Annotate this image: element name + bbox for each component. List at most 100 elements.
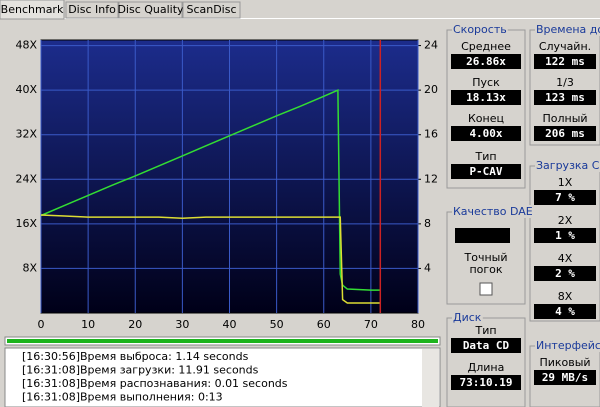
value-box xyxy=(534,90,596,105)
field-value: 123 ms xyxy=(545,91,585,104)
x-tick-label: 30 xyxy=(175,318,189,331)
y2-tick-label: 12 xyxy=(424,172,438,185)
tab-label: Disc Info xyxy=(68,3,116,16)
field-value: Data CD xyxy=(463,339,510,352)
field-label: Среднее xyxy=(461,40,511,53)
field-value: 122 ms xyxy=(545,55,585,68)
log-time: [16:31:08] xyxy=(22,377,80,390)
y2-tick-label: 8 xyxy=(424,217,431,230)
group-title: Скорость xyxy=(453,23,507,36)
dae-box xyxy=(455,228,510,243)
group-title: Времена дост xyxy=(536,23,600,36)
progress-fill xyxy=(7,339,438,343)
log-text: Время загрузки: 11.91 seconds xyxy=(80,364,259,377)
log-time: [16:31:08] xyxy=(22,364,80,377)
field-value: 4.00x xyxy=(469,127,502,140)
value-box xyxy=(534,370,596,385)
field-label: 1X xyxy=(558,176,573,189)
tab-label: ScanDisc xyxy=(186,3,236,16)
field-label: Случайн. xyxy=(539,40,591,53)
y2-tick-label: 24 xyxy=(424,39,438,52)
title-bg xyxy=(535,23,600,36)
field-label: 1/3 xyxy=(556,76,574,89)
tab-label: Benchmark xyxy=(1,3,64,16)
tab-line xyxy=(0,18,600,19)
log-text: Время распознавания: 0.01 seconds xyxy=(80,377,288,390)
value-box xyxy=(534,228,596,243)
title-bg xyxy=(452,311,483,324)
value-box xyxy=(451,338,521,353)
value-box xyxy=(451,126,521,141)
tab[interactable] xyxy=(182,1,241,19)
field-label: Длина xyxy=(468,361,505,374)
value-box xyxy=(534,304,596,319)
field-label: Тип xyxy=(474,150,496,163)
x-tick-label: 10 xyxy=(81,318,95,331)
value-box xyxy=(451,164,521,179)
field-label: Полный xyxy=(542,112,587,125)
title-bg xyxy=(535,159,600,172)
value-box xyxy=(451,375,521,390)
field-label: 8X xyxy=(558,290,573,303)
scrollbar[interactable] xyxy=(422,349,439,407)
value-box xyxy=(451,54,521,69)
y-tick-label: 16X xyxy=(15,217,37,230)
field-label: 4X xyxy=(558,252,573,265)
field-value: 1 % xyxy=(555,229,575,242)
log-time: [16:31:08] xyxy=(22,391,80,404)
group-title: Диск xyxy=(453,311,482,324)
field-value: 18.13x xyxy=(466,91,506,104)
title-bg xyxy=(452,205,534,218)
y2-tick-label: 16 xyxy=(424,128,438,141)
field-value: 26.86x xyxy=(466,55,506,68)
tab-label: Disc Quality xyxy=(117,3,184,16)
series-line xyxy=(40,214,381,304)
field-value: 7 % xyxy=(555,191,575,204)
field-value: P-CAV xyxy=(469,165,502,178)
y-tick-label: 48X xyxy=(15,39,37,52)
field-value: 4 % xyxy=(555,305,575,318)
field-label: Пуск xyxy=(472,76,500,89)
field-value: 73:10.19 xyxy=(460,376,513,389)
group-title: Загрузка CPU xyxy=(536,159,600,172)
y-tick-label: 40X xyxy=(15,83,37,96)
tab[interactable] xyxy=(65,1,119,19)
field-value: 206 ms xyxy=(545,127,585,140)
x-tick-label: 40 xyxy=(223,318,237,331)
check-label: погок xyxy=(469,263,502,276)
checkbox[interactable] xyxy=(479,282,493,296)
y-tick-label: 8X xyxy=(22,261,37,274)
check-label: Точный xyxy=(464,251,508,264)
group-title: Качество DAE xyxy=(453,205,533,218)
tab[interactable] xyxy=(118,1,183,19)
log-text: Время выполнения: 0:13 xyxy=(80,391,223,404)
x-tick-label: 50 xyxy=(270,318,284,331)
y2-tick-label: 4 xyxy=(424,261,431,274)
x-tick-label: 60 xyxy=(317,318,331,331)
field-label: Конец xyxy=(468,112,504,125)
x-tick-label: 80 xyxy=(411,318,425,331)
log-text: Время выброса: 1.14 seconds xyxy=(80,350,249,363)
x-tick-label: 0 xyxy=(38,318,45,331)
value-box xyxy=(534,190,596,205)
log-box xyxy=(4,347,441,407)
title-bg xyxy=(535,339,600,352)
field-label: Тип xyxy=(474,324,496,337)
group-box xyxy=(446,317,526,407)
value-box xyxy=(534,266,596,281)
group-title: Интерфейс xyxy=(536,339,600,352)
tab[interactable] xyxy=(0,0,65,20)
field-value: 2 % xyxy=(555,267,575,280)
y2-tick-label: 20 xyxy=(424,83,438,96)
log-time: [16:30:56] xyxy=(22,350,80,363)
value-box xyxy=(534,54,596,69)
field-label: 2X xyxy=(558,214,573,227)
x-tick-label: 70 xyxy=(364,318,378,331)
value-box xyxy=(451,90,521,105)
x-tick-label: 20 xyxy=(128,318,142,331)
y-tick-label: 24X xyxy=(15,172,37,185)
field-value: 29 MB/s xyxy=(542,371,588,384)
value-box xyxy=(534,126,596,141)
y-tick-label: 32X xyxy=(15,128,37,141)
